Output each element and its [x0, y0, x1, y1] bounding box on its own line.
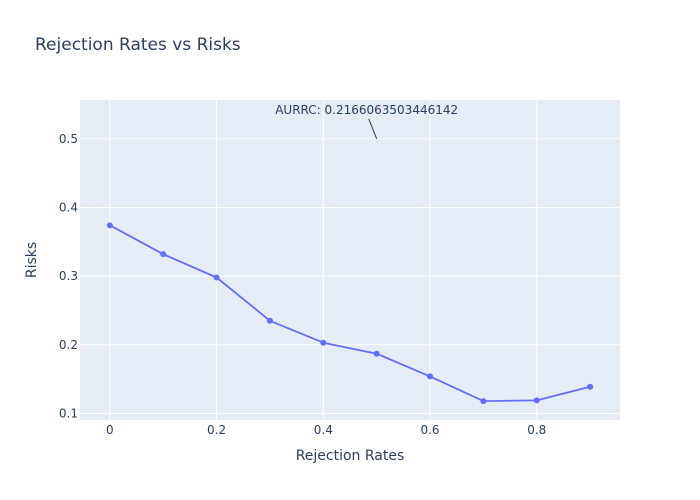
data-point: [373, 350, 380, 357]
y-tick-label: 0.3: [59, 269, 78, 283]
x-tick-labels: 0 0.2 0.4 0.6 0.8: [106, 423, 546, 437]
y-tick-label: 0.5: [59, 132, 78, 146]
data-point: [533, 397, 540, 404]
data-point: [427, 373, 434, 380]
x-axis-title: Rejection Rates: [296, 448, 405, 464]
y-gridlines: [80, 138, 620, 414]
data-point: [320, 339, 327, 346]
x-tick-label: 0: [106, 423, 114, 437]
data-point: [587, 383, 594, 390]
chart-title: Rejection Rates vs Risks: [35, 35, 241, 55]
data-point: [106, 222, 113, 229]
y-tick-labels: 0.1 0.2 0.3 0.4 0.5: [59, 132, 78, 421]
x-tick-label: 0.6: [420, 423, 439, 437]
y-tick-label: 0.4: [59, 200, 78, 214]
plot-area: [80, 100, 620, 420]
data-point: [480, 398, 487, 405]
x-tick-label: 0.8: [527, 423, 546, 437]
x-gridlines: [109, 100, 538, 420]
series-group: [106, 222, 594, 405]
y-tick-label: 0.1: [59, 406, 78, 420]
data-point: [266, 317, 273, 324]
x-tick-label: 0.4: [314, 423, 333, 437]
data-point: [160, 251, 167, 258]
series-line: [109, 224, 591, 403]
y-tick-label: 0.2: [59, 338, 78, 352]
data-point: [213, 274, 220, 281]
y-axis-title: Risks: [24, 242, 40, 278]
x-tick-label: 0.2: [207, 423, 226, 437]
annotation-arrow: [368, 118, 378, 139]
annotation-text: AURRC: 0.2166063503446142: [275, 103, 458, 117]
annotation: AURRC: 0.2166063503446142: [275, 103, 458, 139]
